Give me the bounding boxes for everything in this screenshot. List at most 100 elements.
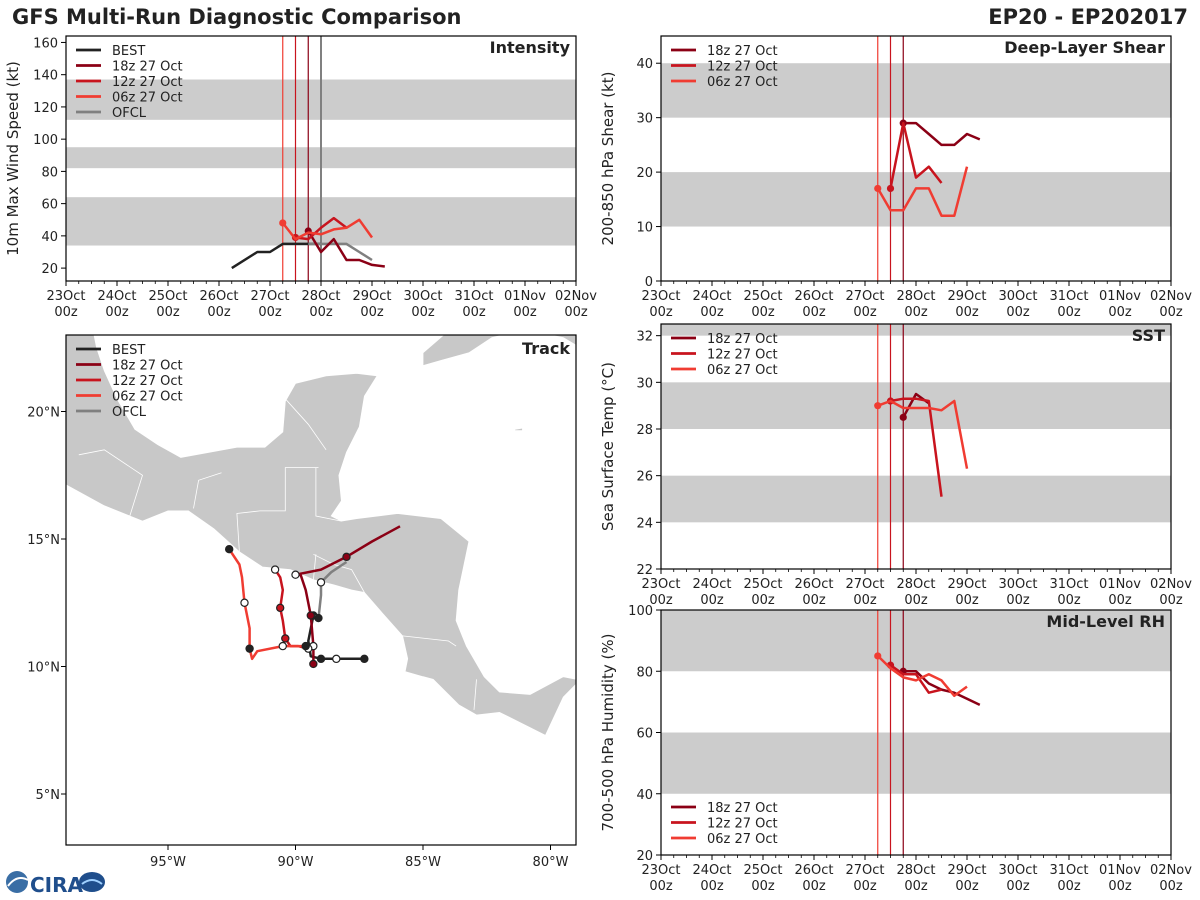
sst-series-line (890, 397, 943, 497)
intensity-legend-label: BEST (112, 44, 145, 59)
logo-satellite-icon (79, 872, 105, 892)
shear-xtick-label: 27Oct (845, 289, 884, 304)
sst-xtick-hour: 00z (1159, 593, 1183, 608)
rh-series-line (876, 655, 968, 698)
sst-xtick-hour: 00z (802, 593, 826, 608)
track-ytick-label: 10°N (27, 661, 60, 676)
shear-xtick-hour: 00z (1159, 305, 1183, 320)
sst-xtick-hour: 00z (904, 593, 928, 608)
intensity-xtick-hour: 00z (207, 305, 231, 320)
rh-ytick-label: 60 (636, 727, 653, 742)
storm-id: EP20 - EP202017 (988, 5, 1188, 29)
rh-xtick-label: 02Nov (1150, 863, 1192, 878)
intensity-xtick-label: 01Nov (504, 289, 546, 304)
sst-xtick-label: 27Oct (845, 577, 884, 592)
track-point (316, 654, 326, 664)
shear-xtick-hour: 00z (904, 305, 928, 320)
rh-ytick-label: 80 (636, 665, 653, 680)
shear-xtick-hour: 00z (1006, 305, 1030, 320)
sst-band (661, 324, 1171, 336)
shear-xtick-label: 23Oct (641, 289, 680, 304)
map-border-line (402, 635, 457, 647)
rh-chart: 2040608010023Oct00z24Oct00z25Oct00z26Oct… (599, 604, 1192, 894)
shear-xtick-label: 02Nov (1150, 289, 1192, 304)
track-point (278, 641, 287, 651)
track-lines-group (224, 525, 401, 669)
track-point (240, 598, 249, 607)
track-title: Track (522, 339, 570, 358)
shear-legend-label: 06z 27 Oct (707, 75, 778, 90)
intensity-legend-label: 06z 27 Oct (112, 91, 183, 106)
shear-ytick-label: 30 (636, 112, 653, 127)
sst-xtick-label: 28Oct (896, 577, 935, 592)
track-point (314, 613, 323, 623)
sst-xtick-label: 24Oct (692, 577, 731, 592)
rh-legend-label: 06z 27 Oct (707, 832, 778, 847)
track-frame (65, 334, 577, 846)
sst-xtick-hour: 00z (1057, 593, 1081, 608)
sst-xtick-hour: 00z (1006, 593, 1030, 608)
rh-series-line (889, 664, 942, 694)
intensity-xtick-hour: 00z (462, 305, 486, 320)
map-border-line (285, 398, 327, 451)
intensity-xtick-label: 27Oct (250, 289, 289, 304)
rh-xtick-label: 28Oct (896, 863, 935, 878)
rh-ytick-label: 40 (636, 788, 653, 803)
rh-xtick-label: 23Oct (641, 863, 680, 878)
sst-legend-label: 18z 27 Oct (707, 332, 778, 347)
track-legend-label: 12z 27 Oct (112, 374, 183, 389)
rh-xtick-hour: 00z (802, 879, 826, 894)
shear-ytick-label: 20 (636, 166, 653, 181)
rh-ytick-label: 20 (636, 849, 653, 864)
rh-title: Mid-Level RH (1046, 612, 1165, 631)
sst-chart: 22242628303223Oct00z24Oct00z25Oct00z26Oc… (599, 323, 1192, 608)
intensity-ytick-label: 100 (33, 133, 58, 148)
intensity-legend-label: OFCL (112, 106, 147, 121)
shear-series-line (876, 166, 969, 217)
intensity-xtick-label: 02Nov (555, 289, 597, 304)
shear-xtick-label: 31Oct (1049, 289, 1088, 304)
intensity-ytick-label: 60 (41, 198, 58, 213)
track-land-group (66, 335, 576, 845)
sst-title: SST (1132, 326, 1165, 345)
shear-xtick-label: 26Oct (794, 289, 833, 304)
shear-xtick-hour: 00z (853, 305, 877, 320)
shear-series-marker (886, 184, 895, 193)
track-legend-label: OFCL (112, 405, 147, 420)
sst-band (661, 382, 1171, 429)
rh-band (661, 610, 1171, 672)
rh-xtick-label: 25Oct (743, 863, 782, 878)
map-border-line (78, 449, 143, 517)
track-point (360, 654, 369, 664)
sst-xtick-label: 23Oct (641, 577, 680, 592)
rh-ylabel: 700-500 hPa Humidity (%) (599, 633, 617, 831)
shear-title: Deep-Layer Shear (1004, 38, 1165, 57)
sst-xtick-label: 01Nov (1099, 577, 1141, 592)
sst-plot-area (661, 324, 1171, 569)
shear-xtick-hour: 00z (751, 305, 775, 320)
rh-series-marker (874, 652, 882, 660)
sst-ytick-label: 32 (636, 330, 653, 345)
track-point (301, 641, 310, 651)
track-point (281, 634, 290, 643)
intensity-ytick-label: 160 (33, 36, 58, 51)
track-legend-label: BEST (112, 343, 145, 358)
rh-xtick-hour: 00z (1159, 879, 1183, 894)
intensity-ytick-label: 20 (41, 262, 58, 277)
intensity-series-marker (279, 219, 287, 227)
shear-xtick-hour: 00z (955, 305, 979, 320)
shear-chart: 01020304023Oct00z24Oct00z25Oct00z26Oct00… (599, 35, 1192, 320)
sst-ytick-label: 22 (636, 563, 653, 578)
shear-xtick-label: 25Oct (743, 289, 782, 304)
shear-xtick-hour: 00z (1057, 305, 1081, 320)
intensity-chart: 2040608010012014016023Oct00z24Oct00z25Oc… (4, 35, 597, 320)
track-point (316, 578, 326, 587)
sst-ytick-label: 24 (636, 516, 653, 531)
rh-ytick-label: 100 (628, 604, 653, 619)
track-point (332, 654, 341, 664)
sst-xtick-label: 02Nov (1150, 577, 1192, 592)
track-ytick-label: 15°N (27, 533, 60, 548)
sst-ytick-label: 28 (636, 423, 653, 438)
rh-xtick-hour: 00z (1006, 879, 1030, 894)
